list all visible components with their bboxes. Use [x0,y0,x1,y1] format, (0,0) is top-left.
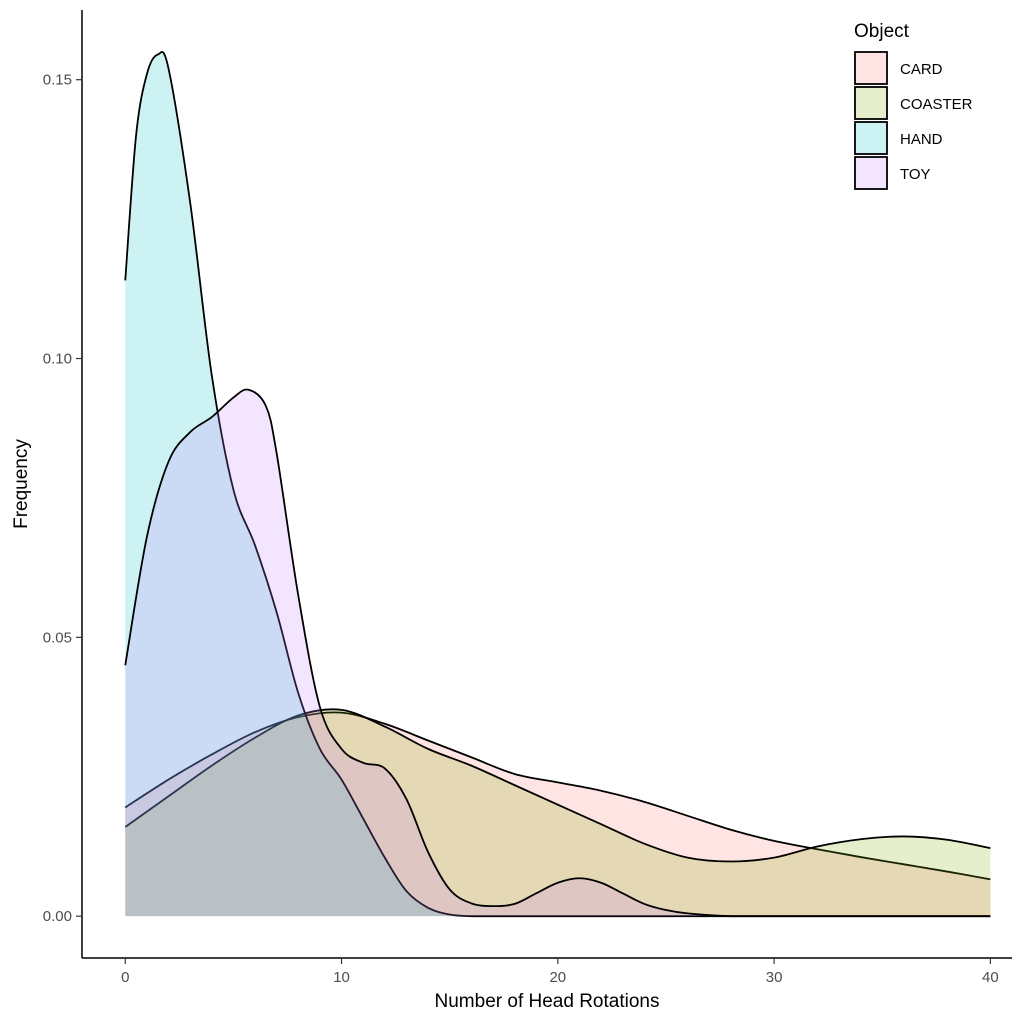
legend: Object CARD COASTER HAND TOY [854,21,973,190]
density-area-card [125,712,991,917]
density-curve-toy [124,388,991,918]
y-tick-label: 0.00 [43,908,72,925]
legend-label-card: CARD [900,61,943,78]
legend-label-toy: TOY [900,166,931,183]
y-ticks: 0.00 0.05 0.10 0.15 [43,72,82,925]
x-tick-label: 0 [121,969,129,986]
density-area-toy [125,389,991,917]
y-axis-title: Frequency [11,439,32,529]
legend-key-bg-card [855,52,887,84]
legend-key-coaster [854,86,888,120]
x-tick-label: 20 [549,969,566,986]
legend-label-coaster: COASTER [900,96,973,113]
legend-label-hand: HAND [900,131,943,148]
x-axis-title: Number of Head Rotations [435,991,660,1012]
density-curve-coaster [124,708,991,863]
y-tick-label: 0.15 [43,72,72,89]
density-area-hand [125,51,991,917]
legend-key-toy [854,156,888,190]
x-ticks: 0 10 20 30 40 [121,958,999,986]
legend-key-bg-hand [855,122,887,154]
x-tick-label: 30 [766,969,783,986]
legend-key-hand [854,121,888,155]
x-tick-label: 40 [982,969,999,986]
density-area-coaster [125,709,991,917]
density-curve-card [124,711,991,881]
density-curve-hand [124,51,991,918]
legend-title: Object [854,21,910,42]
series-layer [124,51,991,918]
y-tick-label: 0.10 [43,351,72,368]
legend-key-bg-coaster [855,87,887,119]
y-tick-label: 0.05 [43,629,72,646]
x-tick-label: 10 [333,969,350,986]
legend-key-card [854,51,888,85]
legend-key-bg-toy [855,157,887,189]
